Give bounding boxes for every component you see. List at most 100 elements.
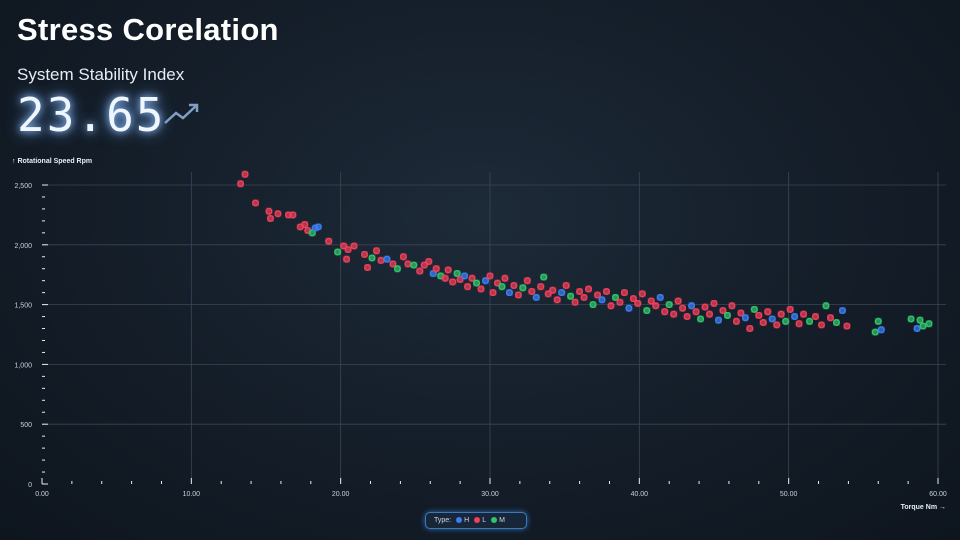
data-point-l bbox=[432, 265, 440, 273]
data-point-l bbox=[344, 246, 352, 254]
x-tick-label: 50.00 bbox=[780, 491, 798, 498]
data-point-m bbox=[643, 307, 651, 315]
data-point-m bbox=[697, 315, 705, 323]
data-point-l bbox=[843, 322, 851, 330]
data-point-l bbox=[486, 272, 494, 280]
x-tick-label: 10.00 bbox=[183, 491, 201, 498]
trend-up-icon bbox=[164, 103, 199, 124]
data-point-l bbox=[732, 317, 740, 325]
legend-item-m[interactable]: M bbox=[491, 517, 505, 524]
data-point-l bbox=[350, 242, 358, 250]
data-point-l bbox=[602, 287, 610, 295]
data-point-l bbox=[737, 309, 745, 317]
data-point-l bbox=[449, 278, 457, 286]
data-point-m bbox=[723, 311, 731, 319]
data-point-l bbox=[679, 304, 687, 312]
data-point-l bbox=[759, 319, 767, 327]
data-point-l bbox=[786, 305, 794, 313]
data-point-m bbox=[871, 328, 879, 336]
data-point-l bbox=[826, 314, 834, 322]
data-point-l bbox=[607, 302, 615, 310]
data-point-h bbox=[877, 326, 885, 334]
data-point-l bbox=[389, 260, 397, 268]
data-point-l bbox=[620, 289, 628, 297]
data-point-l bbox=[266, 214, 274, 222]
kpi-label: System Stability Index bbox=[17, 65, 185, 84]
data-point-m bbox=[750, 305, 758, 313]
data-point-h bbox=[791, 313, 799, 321]
data-point-m bbox=[567, 292, 575, 300]
data-point-l bbox=[580, 293, 588, 301]
data-point-l bbox=[377, 256, 385, 264]
data-point-m bbox=[822, 302, 830, 310]
data-point-l bbox=[373, 247, 381, 255]
y-tick-label: 500 bbox=[20, 422, 32, 429]
data-point-l bbox=[514, 291, 522, 299]
data-point-l bbox=[652, 302, 660, 310]
data-point-l bbox=[746, 325, 754, 333]
data-point-h bbox=[383, 255, 391, 263]
legend: Type: H L M bbox=[425, 512, 527, 529]
data-point-h bbox=[505, 289, 513, 297]
x-tick-label: 0.00 bbox=[35, 491, 49, 498]
data-point-l bbox=[719, 307, 727, 315]
legend-item-l[interactable]: L bbox=[474, 517, 486, 524]
data-point-m bbox=[919, 322, 927, 330]
data-point-h bbox=[625, 304, 633, 312]
data-point-l bbox=[399, 253, 407, 261]
data-point-l bbox=[265, 207, 273, 215]
data-point-l bbox=[638, 290, 646, 298]
data-point-l bbox=[764, 308, 772, 316]
data-point-l bbox=[441, 274, 449, 282]
data-point-m bbox=[453, 270, 461, 278]
y-tick-label: 2,500 bbox=[14, 183, 32, 190]
data-point-l bbox=[537, 283, 545, 291]
data-point-l bbox=[468, 274, 476, 282]
data-point-l bbox=[818, 321, 826, 329]
data-point-l bbox=[456, 275, 464, 283]
data-point-l bbox=[594, 291, 602, 299]
x-tick-label: 20.00 bbox=[332, 491, 350, 498]
legend-dot-l bbox=[474, 517, 481, 524]
data-point-l bbox=[493, 279, 501, 287]
data-point-l bbox=[416, 267, 424, 275]
data-point-h bbox=[598, 296, 606, 304]
data-point-l bbox=[444, 266, 452, 274]
data-point-l bbox=[812, 313, 820, 321]
data-point-h bbox=[656, 293, 664, 301]
data-point-h bbox=[741, 314, 749, 322]
legend-item-h[interactable]: H bbox=[456, 517, 469, 524]
data-point-m bbox=[473, 279, 481, 287]
data-point-l bbox=[777, 310, 785, 318]
data-point-m bbox=[832, 319, 840, 327]
data-point-l bbox=[800, 310, 808, 318]
data-point-l bbox=[728, 302, 736, 310]
data-point-l bbox=[343, 255, 351, 263]
data-point-h bbox=[314, 223, 322, 231]
page-title: Stress Corelation bbox=[17, 12, 279, 47]
data-point-h bbox=[768, 315, 776, 323]
data-point-m bbox=[874, 317, 882, 325]
data-point-l bbox=[683, 313, 691, 321]
data-point-l bbox=[241, 170, 249, 178]
data-point-m bbox=[611, 293, 619, 301]
data-point-h bbox=[688, 302, 696, 310]
data-point-l bbox=[404, 260, 412, 268]
data-point-l bbox=[670, 310, 678, 318]
data-point-l bbox=[528, 287, 536, 295]
data-point-m bbox=[519, 284, 527, 292]
data-point-m bbox=[393, 265, 401, 273]
data-point-l bbox=[692, 308, 700, 316]
data-point-l bbox=[634, 299, 642, 307]
data-point-m bbox=[916, 316, 924, 324]
data-point-m bbox=[589, 301, 597, 309]
data-point-l bbox=[549, 286, 557, 294]
data-point-h bbox=[913, 325, 921, 333]
data-point-l bbox=[523, 277, 531, 285]
y-tick-label: 0 bbox=[28, 482, 32, 489]
data-point-h bbox=[838, 307, 846, 315]
data-point-l bbox=[361, 250, 369, 258]
data-point-l bbox=[464, 283, 472, 291]
data-point-h bbox=[429, 270, 437, 278]
